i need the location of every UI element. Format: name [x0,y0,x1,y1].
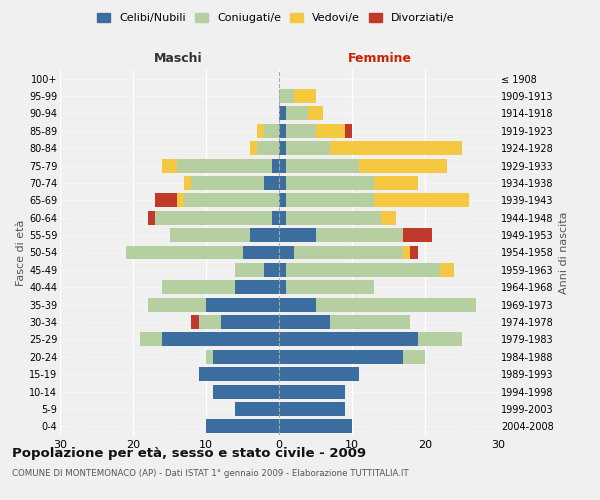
Bar [148,298,206,312]
Bar [286,194,374,207]
Bar [279,315,330,329]
Bar [250,142,257,155]
Bar [272,158,279,172]
Text: Femmine: Femmine [348,52,412,65]
Bar [316,298,476,312]
Bar [214,350,279,364]
Bar [279,420,352,434]
Bar [279,332,418,346]
Bar [265,176,279,190]
Bar [330,315,410,329]
Bar [279,211,286,224]
Bar [199,367,279,381]
Bar [286,142,330,155]
Bar [221,315,279,329]
Bar [381,211,396,224]
Bar [191,315,199,329]
Bar [374,176,418,190]
Bar [293,246,403,260]
Bar [242,246,279,260]
Bar [286,280,374,294]
Bar [265,124,279,138]
Bar [279,298,316,312]
Bar [279,350,403,364]
Bar [206,420,279,434]
Y-axis label: Anni di nascita: Anni di nascita [559,211,569,294]
Bar [410,246,418,260]
Bar [293,89,316,103]
Bar [272,211,279,224]
Bar [177,194,184,207]
Bar [184,176,191,190]
Bar [199,315,221,329]
Bar [206,350,214,364]
Bar [403,350,425,364]
Bar [286,176,374,190]
Bar [344,124,352,138]
Bar [403,246,410,260]
Bar [235,263,265,277]
Bar [316,124,344,138]
Bar [206,298,279,312]
Bar [257,142,279,155]
Bar [177,158,272,172]
Bar [279,106,286,120]
Bar [279,158,286,172]
Bar [250,228,279,242]
Bar [148,211,155,224]
Text: COMUNE DI MONTEMONACO (AP) - Dati ISTAT 1° gennaio 2009 - Elaborazione TUTTITALI: COMUNE DI MONTEMONACO (AP) - Dati ISTAT … [12,469,409,478]
Bar [155,211,272,224]
Bar [279,194,286,207]
Y-axis label: Fasce di età: Fasce di età [16,220,26,286]
Text: Maschi: Maschi [154,52,203,65]
Bar [279,142,286,155]
Bar [403,228,432,242]
Legend: Celibi/Nubili, Coniugati/e, Vedovi/e, Divorziati/e: Celibi/Nubili, Coniugati/e, Vedovi/e, Di… [93,8,459,28]
Bar [162,280,235,294]
Bar [162,332,279,346]
Bar [308,106,323,120]
Bar [286,211,381,224]
Bar [279,89,293,103]
Bar [279,246,293,260]
Bar [279,367,359,381]
Bar [286,106,308,120]
Bar [418,332,461,346]
Bar [140,332,162,346]
Bar [126,246,242,260]
Bar [316,228,403,242]
Text: Popolazione per età, sesso e stato civile - 2009: Popolazione per età, sesso e stato civil… [12,448,366,460]
Bar [440,263,454,277]
Bar [191,176,265,190]
Bar [279,402,344,416]
Bar [170,228,250,242]
Bar [279,124,286,138]
Bar [286,263,440,277]
Bar [184,194,279,207]
Bar [279,384,344,398]
Bar [286,124,316,138]
Bar [279,263,286,277]
Bar [374,194,469,207]
Bar [155,194,177,207]
Bar [162,158,177,172]
Bar [257,124,265,138]
Bar [279,228,316,242]
Bar [279,280,286,294]
Bar [214,384,279,398]
Bar [330,142,461,155]
Bar [279,176,286,190]
Bar [286,158,359,172]
Bar [265,263,279,277]
Bar [235,280,279,294]
Bar [359,158,447,172]
Bar [235,402,279,416]
